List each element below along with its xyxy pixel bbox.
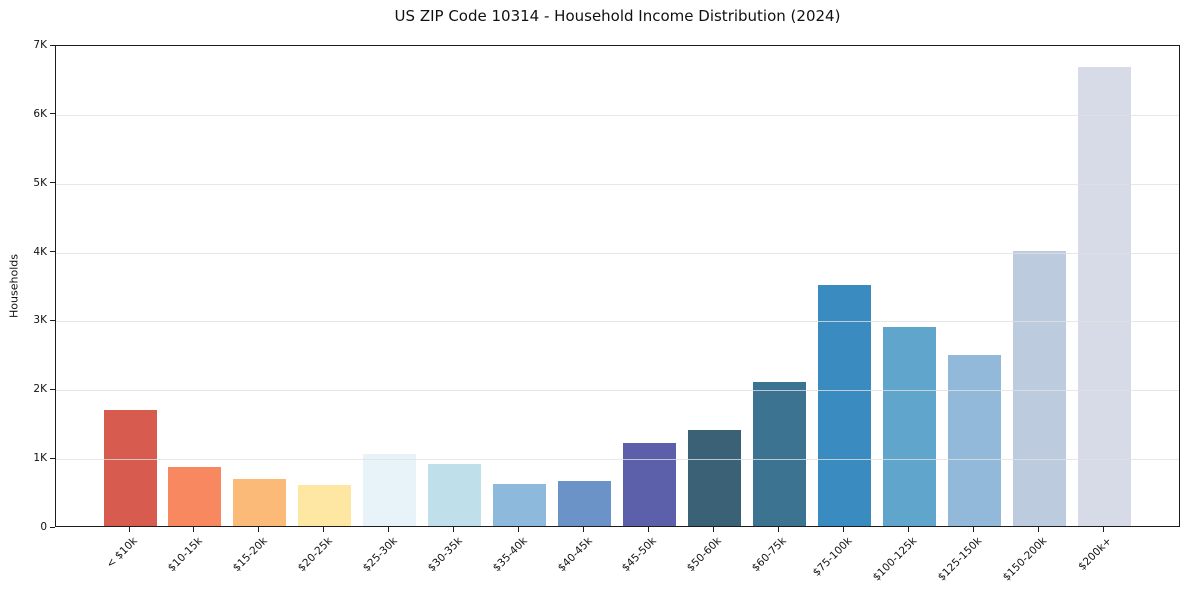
- bar-30-35k: [428, 464, 482, 526]
- x-tick-label-20-25k: $20-25k: [295, 535, 335, 575]
- x-tick-label-50-60k: $50-60k: [685, 535, 725, 575]
- x-tick-label-25-30k: $25-30k: [360, 535, 400, 575]
- x-tick-125-150k: [973, 527, 975, 532]
- bar-200k: [1078, 67, 1132, 526]
- x-tick-20-25k: [323, 527, 325, 532]
- y-tick-6k: [50, 113, 55, 115]
- bar-15-20k: [233, 478, 287, 526]
- plot-area: [55, 45, 1180, 527]
- bar-150-200k: [1013, 250, 1067, 526]
- x-tick-150-200k: [1038, 527, 1040, 532]
- y-tick-0: [50, 526, 55, 528]
- y-tick-label-4k: 4K: [33, 245, 47, 258]
- x-tick-label-30-35k: $30-35k: [425, 535, 465, 575]
- bar-50-60k: [688, 430, 742, 526]
- gridline-3000: [56, 321, 1179, 323]
- y-axis-label: Households: [7, 254, 21, 318]
- x-tick-25-30k: [388, 527, 390, 532]
- x-tick-35-40k: [518, 527, 520, 532]
- y-tick-4k: [50, 251, 55, 253]
- bar-20-25k: [298, 484, 352, 526]
- bar-45-50k: [623, 442, 677, 526]
- y-tick-label-6k: 6K: [33, 107, 47, 120]
- x-tick-label-125-150k: $125-150k: [935, 535, 985, 584]
- x-tick-30-35k: [453, 527, 455, 532]
- gridline-4000: [56, 252, 1179, 254]
- x-tick-10-15k: [193, 527, 195, 532]
- x-tick-label-40-45k: $40-45k: [555, 535, 595, 575]
- bar-35-40k: [493, 484, 547, 526]
- x-tick-10k: [128, 527, 130, 532]
- x-tick-60-75k: [778, 527, 780, 532]
- bar-25-30k: [363, 454, 417, 526]
- x-tick-50-60k: [713, 527, 715, 532]
- y-tick-label-3k: 3K: [33, 314, 47, 327]
- bar-10-15k: [168, 467, 222, 526]
- bar-40-45k: [558, 480, 612, 526]
- gridline-6000: [56, 114, 1179, 116]
- gridline-1000: [56, 459, 1179, 461]
- y-tick-label-0: 0: [40, 521, 47, 533]
- x-tick-45-50k: [648, 527, 650, 532]
- x-tick-label-150-200k: $150-200k: [1000, 535, 1050, 584]
- y-tick-label-1k: 1K: [33, 452, 47, 465]
- x-tick-75-100k: [843, 527, 845, 532]
- chart-title: US ZIP Code 10314 - Household Income Dis…: [394, 7, 841, 25]
- y-tick-2k: [50, 388, 55, 390]
- y-tick-1k: [50, 457, 55, 459]
- x-tick-label-60-75k: $60-75k: [750, 535, 790, 575]
- y-tick-label-5k: 5K: [33, 176, 47, 189]
- bar-75-100k: [818, 285, 872, 526]
- x-tick-label-15-20k: $15-20k: [230, 535, 270, 575]
- bar-125-150k: [948, 355, 1002, 526]
- x-tick-100-125k: [908, 527, 910, 532]
- x-tick-label-45-50k: $45-50k: [620, 535, 660, 575]
- gridline-2000: [56, 390, 1179, 392]
- gridline-5000: [56, 183, 1179, 185]
- x-tick-label-35-40k: $35-40k: [490, 535, 530, 575]
- bar-100-125k: [883, 327, 937, 526]
- x-tick-label-200k: $200k+: [1076, 535, 1115, 573]
- y-tick-3k: [50, 319, 55, 321]
- y-tick-7k: [50, 44, 55, 46]
- y-tick-5k: [50, 182, 55, 184]
- x-tick-label-10-15k: $10-15k: [165, 535, 205, 575]
- y-tick-label-2k: 2K: [33, 383, 47, 396]
- x-tick-label-75-100k: $75-100k: [810, 535, 855, 579]
- y-tick-label-7k: 7K: [33, 39, 47, 51]
- x-tick-label-10k: < $10k: [103, 535, 140, 571]
- bar-60-75k: [753, 382, 807, 526]
- x-tick-15-20k: [258, 527, 260, 532]
- x-tick-40-45k: [583, 527, 585, 532]
- bar-10k: [103, 409, 157, 526]
- x-tick-label-100-125k: $100-125k: [870, 535, 920, 584]
- x-tick-200k: [1103, 527, 1105, 532]
